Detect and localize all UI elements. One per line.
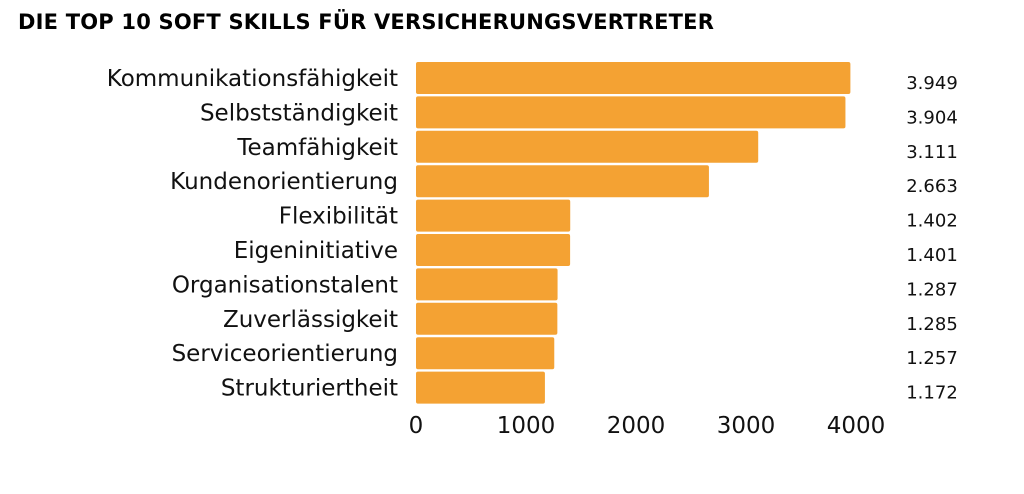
category-label-7: Zuverlässigkeit xyxy=(223,307,398,333)
category-label-2: Teamfähigkeit xyxy=(236,135,398,161)
value-label-2: 3.111 xyxy=(906,142,958,163)
value-labels: 3.949 3.904 3.111 2.663 1.402 1.401 1.287 1.285… xyxy=(906,73,958,404)
value-label-6: 1.287 xyxy=(906,279,958,300)
value-label-0: 3.949 xyxy=(906,73,958,94)
category-label-8: Serviceorientierung xyxy=(172,341,398,367)
value-label-5: 1.401 xyxy=(906,245,958,266)
x-tick-label-4: 4000 xyxy=(827,413,886,439)
category-label-0: Kommunikationsfähigkeit xyxy=(107,66,398,92)
category-label-1: Selbstständigkeit xyxy=(200,100,398,126)
x-tick-label-1: 1000 xyxy=(497,413,556,439)
category-labels: Kommunikationsfähigkeit Selbstständigkeit… xyxy=(107,66,398,402)
x-tick-label-2: 2000 xyxy=(607,413,666,439)
bar-1 xyxy=(416,96,846,129)
x-tick-label-3: 3000 xyxy=(717,413,776,439)
bar-8 xyxy=(416,337,555,370)
bar-2 xyxy=(416,130,759,163)
bar-5 xyxy=(416,234,571,266)
x-axis-ticks: 0 1000 2000 3000 4000 xyxy=(409,413,886,439)
category-label-5: Eigeninitiative xyxy=(234,238,398,264)
category-label-6: Organisationstalent xyxy=(172,272,398,298)
bar-4 xyxy=(416,199,571,232)
value-label-8: 1.257 xyxy=(906,348,958,369)
category-label-4: Flexibilität xyxy=(279,204,398,230)
value-label-9: 1.172 xyxy=(906,383,958,404)
value-label-4: 1.402 xyxy=(906,211,958,232)
x-tick-label-0: 0 xyxy=(409,413,424,439)
value-label-7: 1.285 xyxy=(906,314,958,335)
bar-3 xyxy=(416,165,709,198)
chart-title: DIE TOP 10 SOFT SKILLS FÜR VERSICHERUNGS… xyxy=(18,10,715,34)
category-label-3: Kundenorientierung xyxy=(170,169,398,195)
bar-7 xyxy=(416,302,558,335)
value-label-3: 2.663 xyxy=(906,176,958,197)
value-label-1: 3.904 xyxy=(906,107,958,128)
bars-layer xyxy=(416,62,851,404)
category-label-9: Strukturiertheit xyxy=(221,376,398,402)
bar-9 xyxy=(416,371,545,404)
bar-6 xyxy=(416,268,558,301)
bar-0 xyxy=(416,62,851,94)
